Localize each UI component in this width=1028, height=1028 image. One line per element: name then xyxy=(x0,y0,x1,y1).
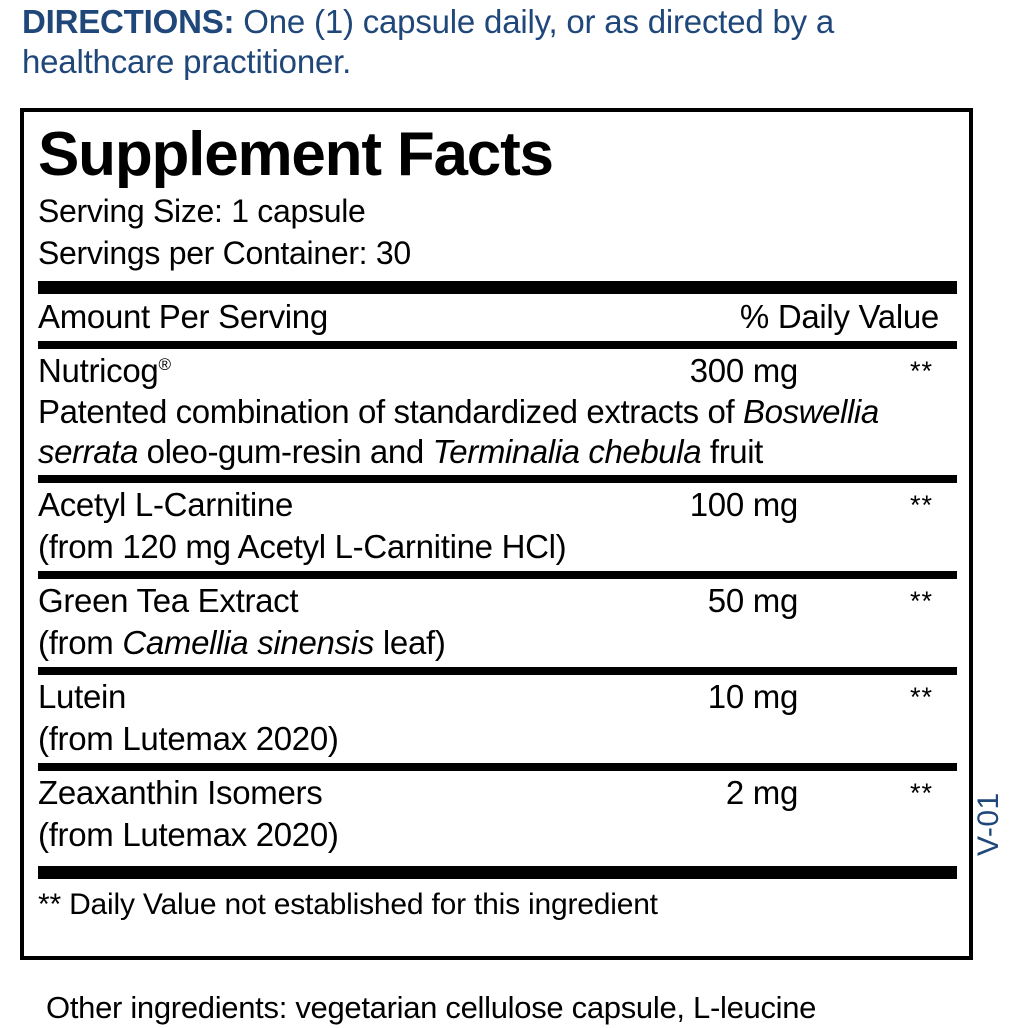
ingredient-name: Nutricog® xyxy=(38,352,171,389)
supplement-facts-panel: Supplement Facts Serving Size: 1 capsule… xyxy=(20,108,973,960)
rule-after-lutein xyxy=(38,763,957,771)
ingredient-daily-value: ** xyxy=(910,586,934,616)
rule-above-amount-header xyxy=(38,281,957,294)
rule-after-green-tea-extract xyxy=(38,667,957,675)
directions-text: One (1) capsule daily, or as directed by… xyxy=(22,3,835,80)
text-fragment: (from xyxy=(38,624,123,661)
ingredient-row-zeaxanthin-isomers: Zeaxanthin Isomers 2 mg ** (from Lutemax… xyxy=(38,771,957,859)
daily-value-label: % Daily Value xyxy=(739,298,939,335)
ingredient-headline: Lutein 10 mg ** xyxy=(38,676,957,718)
ingredient-amount: 2 mg xyxy=(725,774,798,811)
ingredient-headline: Nutricog® 300 mg ** xyxy=(38,350,957,392)
text-fragment: (from 120 mg Acetyl L-Carnitine HCl) xyxy=(38,528,567,565)
text-fragment: fruit xyxy=(701,433,763,470)
ingredient-amount: 50 mg xyxy=(707,582,799,619)
text-fragment: leaf) xyxy=(374,624,446,661)
rule-after-nutricog xyxy=(38,475,957,483)
ingredient-headline: Green Tea Extract 50 mg ** xyxy=(38,580,957,622)
text-fragment: oleo-gum-resin and xyxy=(137,433,433,470)
ingredient-name: Green Tea Extract xyxy=(38,582,299,619)
supplement-facts-title: Supplement Facts xyxy=(38,120,554,189)
version-code-vertical: V-01 xyxy=(972,792,1005,856)
directions-label: DIRECTIONS: xyxy=(22,3,235,40)
ingredient-name: Lutein xyxy=(38,678,127,715)
daily-value-footnote: ** Daily Value not established for this … xyxy=(38,888,658,921)
ingredient-row-green-tea-extract: Green Tea Extract 50 mg ** (from Camelli… xyxy=(38,579,957,667)
ingredient-headline: Zeaxanthin Isomers 2 mg ** xyxy=(38,772,957,814)
ingredient-row-lutein: Lutein 10 mg ** (from Lutemax 2020) xyxy=(38,675,957,763)
ingredient-description: Patented combination of standardized ext… xyxy=(38,392,957,472)
rule-below-amount-header xyxy=(38,341,957,349)
ingredient-headline: Acetyl L-Carnitine 100 mg ** xyxy=(38,484,957,526)
ingredient-amount: 300 mg xyxy=(689,352,799,389)
ingredient-name: Zeaxanthin Isomers xyxy=(38,774,323,811)
ingredient-source: (from Camellia sinensis leaf) xyxy=(38,622,957,664)
amount-per-serving-header-row: Amount Per Serving % Daily Value xyxy=(38,294,957,341)
ingredient-name: Acetyl L-Carnitine xyxy=(38,486,294,523)
ingredient-daily-value: ** xyxy=(910,356,934,386)
rule-after-acetyl-l-carnitine xyxy=(38,571,957,579)
directions-block: DIRECTIONS: One (1) capsule daily, or as… xyxy=(22,2,922,82)
text-fragment: (from Lutemax 2020) xyxy=(38,816,339,853)
rule-above-footnote xyxy=(38,866,957,879)
ingredient-amount: 100 mg xyxy=(689,486,799,523)
other-ingredients-text: Other ingredients: vegetarian cellulose … xyxy=(46,990,817,1025)
ingredient-daily-value: ** xyxy=(910,682,934,712)
registered-trademark-icon: ® xyxy=(158,355,171,374)
latin-binomial: Boswellia serrata xyxy=(38,393,879,470)
ingredient-source: (from 120 mg Acetyl L-Carnitine HCl) xyxy=(38,526,957,568)
servings-per-container-text: Servings per Container: 30 xyxy=(38,235,411,271)
ingredient-source: (from Lutemax 2020) xyxy=(38,814,957,856)
ingredient-row-acetyl-l-carnitine: Acetyl L-Carnitine 100 mg ** (from 120 m… xyxy=(38,483,957,571)
text-fragment: (from Lutemax 2020) xyxy=(38,720,339,757)
ingredient-source: (from Lutemax 2020) xyxy=(38,718,957,760)
supplement-facts-inner: Supplement Facts Serving Size: 1 capsule… xyxy=(38,112,957,956)
ingredient-daily-value: ** xyxy=(910,778,934,808)
text-fragment: Patented combination of standardized ext… xyxy=(38,393,743,430)
serving-size-text: Serving Size: 1 capsule xyxy=(38,193,366,229)
amount-per-serving-label: Amount Per Serving xyxy=(38,298,328,335)
latin-binomial: Terminalia chebula xyxy=(432,433,702,470)
ingredient-amount: 10 mg xyxy=(707,678,799,715)
ingredient-daily-value: ** xyxy=(910,490,934,520)
ingredient-row-nutricog: Nutricog® 300 mg ** Patented combination… xyxy=(38,349,957,475)
latin-binomial: Camellia sinensis xyxy=(122,624,375,661)
